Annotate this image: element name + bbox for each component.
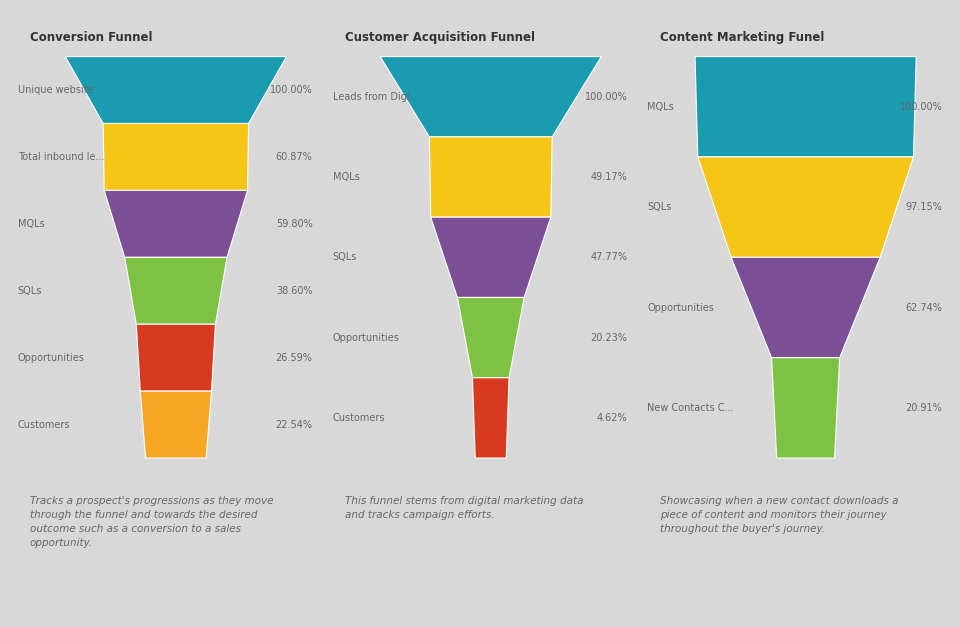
- Text: Conversion Funnel: Conversion Funnel: [30, 31, 153, 44]
- Polygon shape: [105, 191, 248, 257]
- Text: 47.77%: 47.77%: [590, 252, 628, 262]
- Text: 22.54%: 22.54%: [276, 419, 313, 429]
- Text: 97.15%: 97.15%: [905, 202, 943, 212]
- Text: 100.00%: 100.00%: [270, 85, 313, 95]
- Text: MQLs: MQLs: [332, 172, 359, 182]
- Text: MQLs: MQLs: [647, 102, 674, 112]
- Polygon shape: [698, 157, 914, 257]
- Text: Leads from Digi...: Leads from Digi...: [332, 92, 419, 102]
- Polygon shape: [431, 217, 551, 297]
- Text: Customer Acquisition Funnel: Customer Acquisition Funnel: [345, 31, 535, 44]
- Text: Showcasing when a new contact downloads a
piece of content and monitors their jo: Showcasing when a new contact downloads …: [660, 496, 899, 534]
- Text: Unique website ...: Unique website ...: [17, 85, 106, 95]
- Polygon shape: [772, 357, 840, 458]
- Polygon shape: [695, 56, 916, 157]
- Text: SQLs: SQLs: [17, 286, 42, 296]
- Polygon shape: [380, 56, 601, 137]
- Text: Opportunities: Opportunities: [17, 353, 84, 362]
- Text: SQLs: SQLs: [332, 252, 357, 262]
- Text: SQLs: SQLs: [647, 202, 672, 212]
- Text: Opportunities: Opportunities: [332, 332, 399, 342]
- Text: 59.80%: 59.80%: [276, 219, 313, 229]
- Text: This funnel stems from digital marketing data
and tracks campaign efforts.: This funnel stems from digital marketing…: [345, 496, 584, 520]
- Text: Opportunities: Opportunities: [647, 302, 714, 312]
- Text: MQLs: MQLs: [17, 219, 44, 229]
- Polygon shape: [472, 377, 509, 458]
- Polygon shape: [103, 124, 249, 191]
- Text: 49.17%: 49.17%: [590, 172, 628, 182]
- Polygon shape: [136, 324, 215, 391]
- Text: New Contacts C...: New Contacts C...: [647, 403, 734, 413]
- Text: Tracks a prospect's progressions as they move
through the funnel and towards the: Tracks a prospect's progressions as they…: [30, 496, 274, 547]
- Text: Total inbound le...: Total inbound le...: [17, 152, 105, 162]
- Text: 4.62%: 4.62%: [597, 413, 628, 423]
- Polygon shape: [140, 391, 211, 458]
- Text: 38.60%: 38.60%: [276, 286, 313, 296]
- Polygon shape: [429, 137, 552, 217]
- Text: 100.00%: 100.00%: [585, 92, 628, 102]
- Text: Content Marketing Funel: Content Marketing Funel: [660, 31, 824, 44]
- Text: Customers: Customers: [17, 419, 70, 429]
- Text: Customers: Customers: [332, 413, 385, 423]
- Text: 20.23%: 20.23%: [590, 332, 628, 342]
- Polygon shape: [65, 56, 286, 124]
- Text: 60.87%: 60.87%: [276, 152, 313, 162]
- Text: 100.00%: 100.00%: [900, 102, 943, 112]
- Polygon shape: [125, 257, 228, 324]
- Text: 62.74%: 62.74%: [905, 302, 943, 312]
- Polygon shape: [732, 257, 880, 357]
- Polygon shape: [457, 297, 524, 377]
- Text: 20.91%: 20.91%: [905, 403, 943, 413]
- Text: 26.59%: 26.59%: [276, 353, 313, 362]
